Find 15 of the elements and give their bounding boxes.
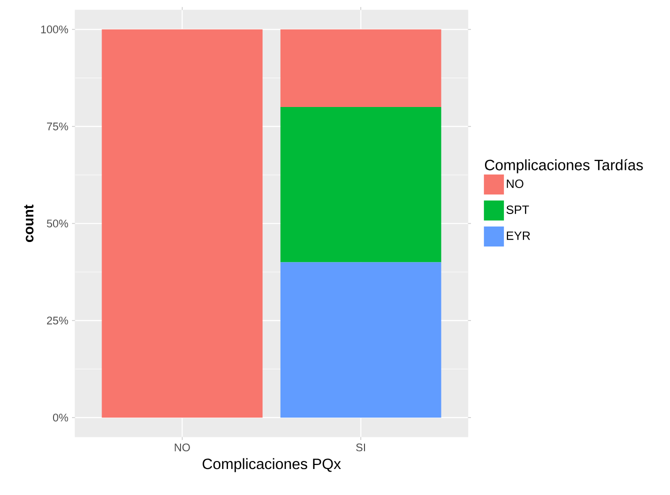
bar [280,29,442,108]
x-axis-title: Complicaciones PQx [202,458,341,472]
bar [280,262,442,418]
y-tick-label: 50% [46,220,68,228]
legend-label: NO [506,180,524,188]
legend-label: SPT [506,206,529,214]
y-tick-label: 0% [53,414,68,422]
y-tick-label: 25% [47,316,68,324]
legend-label: EYR [506,232,530,240]
legend-title: Complicaciones Tardías [484,159,643,174]
bar [280,107,442,262]
y-tick-label: 100% [41,26,68,34]
y-axis-title: count [24,204,34,242]
x-tick-label: SI [356,444,365,452]
y-tick-label: 75% [47,122,68,130]
